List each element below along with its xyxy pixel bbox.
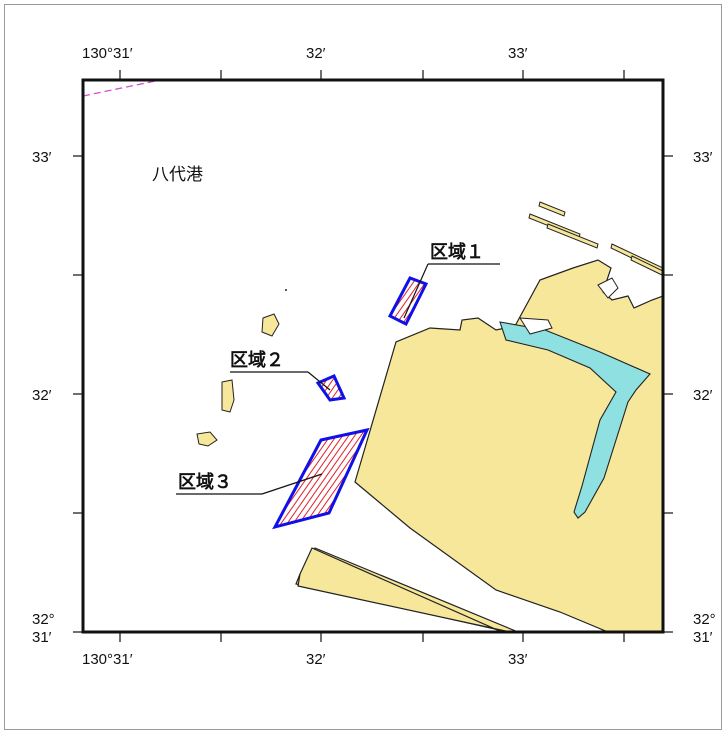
port-name-label: 八代港 — [152, 165, 203, 185]
small-island — [221, 379, 235, 413]
tick-left-lat-deg: 32° — [32, 611, 55, 628]
tick-bottom-lon-32: 32′ — [306, 651, 326, 668]
tick-bottom-lon-31: 130°31′ — [82, 651, 133, 668]
canal — [499, 321, 651, 519]
tick-top-lon-31: 130°31′ — [82, 45, 133, 62]
boundary-line — [83, 80, 164, 97]
zone-3-label: 区域３ — [178, 471, 232, 493]
tick-left-lat-33: 33′ — [32, 149, 52, 166]
zone-2-pointer — [307, 371, 331, 391]
zone-1-label: 区域１ — [430, 241, 484, 263]
canal-island — [519, 317, 553, 335]
tick-right-lat-31: 31′ — [693, 629, 713, 646]
zone-3-pointer — [261, 473, 323, 495]
tick-left-lat-31: 31′ — [32, 629, 52, 646]
tick-right-lat-deg: 32° — [693, 611, 716, 628]
zone-2-label: 区域２ — [230, 349, 284, 371]
zone-3-area — [272, 427, 370, 530]
small-island — [261, 313, 280, 337]
lower-land-edge — [297, 547, 521, 632]
small-island — [196, 431, 218, 447]
map-frame — [4, 4, 722, 730]
tick-top-lon-33: 33′ — [508, 45, 528, 62]
tick-bottom-lon-33: 33′ — [508, 651, 528, 668]
graticule-ticks — [73, 70, 673, 642]
zone-2-area — [315, 374, 347, 402]
tick-right-lat-32: 32′ — [693, 387, 713, 404]
tick-left-lat-32: 32′ — [32, 387, 52, 404]
zone-1-pointer — [403, 263, 429, 319]
rock-mark — [285, 289, 287, 291]
land-notch — [597, 277, 619, 299]
tick-right-lat-33: 33′ — [693, 149, 713, 166]
breakwaters — [528, 201, 663, 276]
map-border — [81, 78, 665, 634]
tick-top-lon-32: 32′ — [306, 45, 326, 62]
